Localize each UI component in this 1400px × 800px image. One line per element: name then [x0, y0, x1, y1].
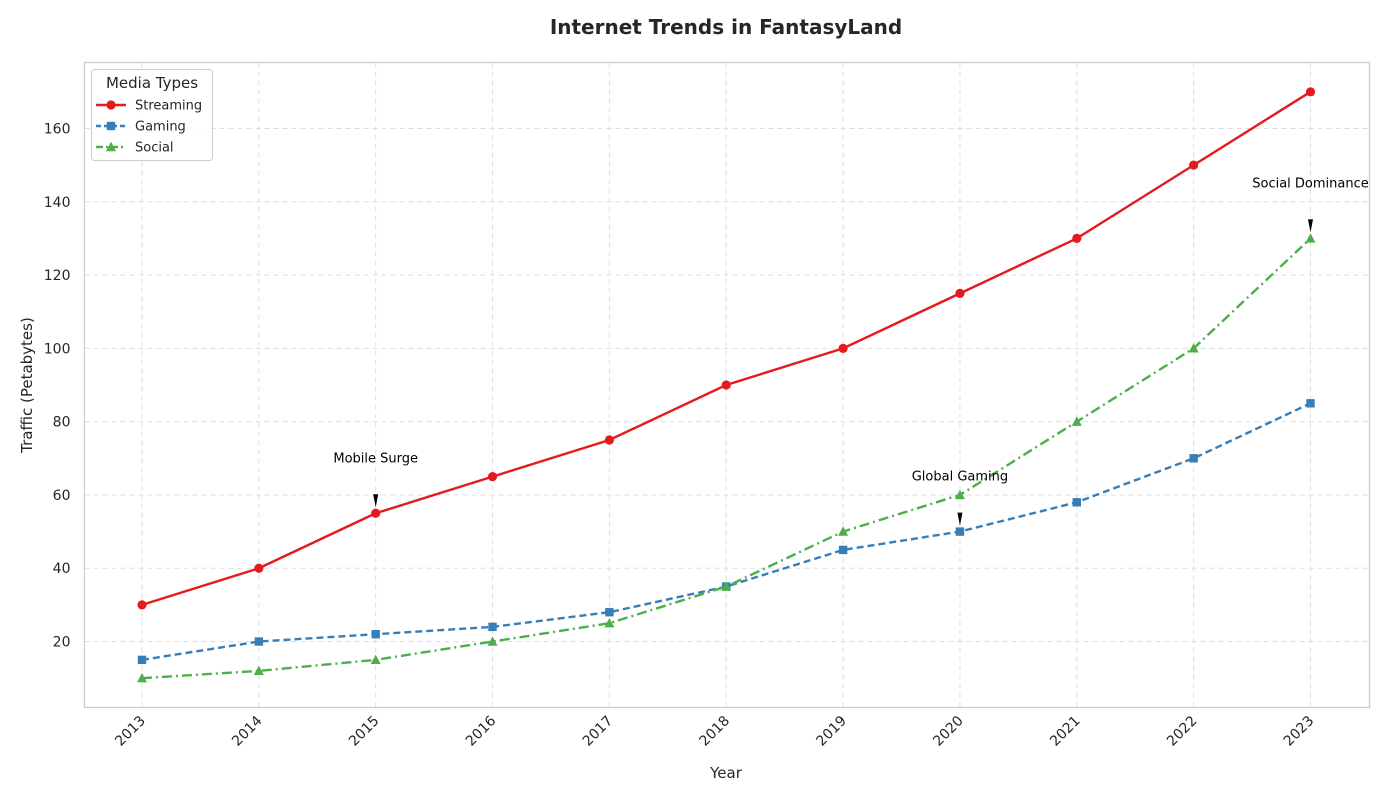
data-point-social: [1188, 343, 1199, 353]
data-point-gaming: [955, 527, 965, 536]
legend-item-social: Social: [96, 141, 174, 156]
data-point-gaming: [371, 630, 380, 639]
series-social: [137, 233, 1316, 683]
series-lines: [137, 87, 1316, 683]
data-point-gaming: [254, 637, 264, 646]
legend-swatch-marker: [106, 121, 116, 131]
data-point-social: [1305, 233, 1316, 243]
data-point-social: [604, 618, 615, 628]
annotation-arrow: [1308, 219, 1313, 233]
x-axis-label: Year: [709, 764, 743, 782]
data-point-gaming: [137, 655, 147, 665]
data-point-gaming: [1189, 454, 1198, 463]
y-axis-label: Traffic (Petabytes): [18, 317, 36, 454]
annotations: Mobile Surge Global Gaming Social Dominanc…: [333, 176, 1369, 526]
legend-item-streaming: Streaming: [96, 99, 202, 114]
y-tick-label: 40: [53, 561, 71, 577]
legend-box: [91, 69, 213, 161]
legend-items: Streaming Gaming Social: [96, 99, 202, 156]
data-point-social: [838, 526, 849, 536]
data-point-gaming: [1072, 498, 1081, 507]
y-tick-label: 60: [53, 488, 71, 504]
data-point-streaming: [254, 563, 264, 573]
data-point-gaming: [605, 608, 614, 617]
chart-title: Internet Trends in FantasyLand: [550, 15, 902, 39]
series-streaming: [137, 87, 1316, 610]
annotation-arrow: [373, 494, 379, 508]
plot-area-frame: [83, 61, 1371, 709]
data-point-social: [487, 636, 498, 646]
y-axis-ticks: 20 40 60 80 100 120 140 160: [44, 121, 71, 650]
annotation: Mobile Surge: [333, 451, 418, 508]
y-tick-label: 120: [44, 268, 71, 284]
legend-swatch-marker: [106, 141, 116, 152]
data-point-streaming: [721, 380, 731, 390]
data-point-social: [721, 581, 732, 591]
annotation-label: Global Gaming: [912, 470, 1008, 485]
y-tick-label: 140: [44, 195, 71, 211]
data-point-gaming: [488, 622, 497, 632]
data-point-social: [137, 672, 147, 683]
data-point-social: [370, 654, 381, 665]
legend: Media Types Streaming Gaming Social: [91, 69, 213, 161]
data-point-gaming: [1306, 399, 1315, 408]
legend-label: Gaming: [135, 120, 186, 135]
data-point-social: [1071, 416, 1082, 426]
data-point-streaming: [137, 600, 147, 610]
legend-label: Social: [135, 141, 174, 156]
legend-label: Streaming: [135, 99, 202, 114]
data-point-social: [954, 489, 965, 500]
data-point-streaming: [838, 343, 848, 353]
legend-item-gaming: Gaming: [96, 120, 186, 135]
data-point-streaming: [955, 288, 965, 298]
data-point-streaming: [1305, 87, 1316, 97]
y-tick-label: 20: [53, 635, 71, 651]
data-point-gaming: [838, 545, 848, 555]
grid-lines: [84, 62, 1370, 708]
data-point-streaming: [604, 435, 615, 445]
legend-title: Media Types: [106, 74, 198, 92]
y-tick-label: 160: [44, 121, 71, 137]
series-line-social: [141, 237, 1312, 680]
annotation-label: Social Dominance: [1252, 176, 1369, 191]
annotation-label: Mobile Surge: [333, 451, 418, 466]
data-point-social: [253, 665, 264, 676]
data-point-streaming: [1189, 160, 1199, 170]
annotation: Global Gaming: [912, 470, 1008, 526]
y-tick-label: 80: [53, 415, 71, 431]
legend-swatch-marker: [106, 100, 116, 110]
annotation-arrow: [957, 512, 963, 526]
data-point-streaming: [371, 508, 381, 518]
data-point-streaming: [1072, 233, 1082, 244]
data-point-streaming: [487, 472, 498, 482]
y-tick-label: 100: [44, 341, 71, 357]
annotation: Social Dominance: [1252, 176, 1369, 233]
